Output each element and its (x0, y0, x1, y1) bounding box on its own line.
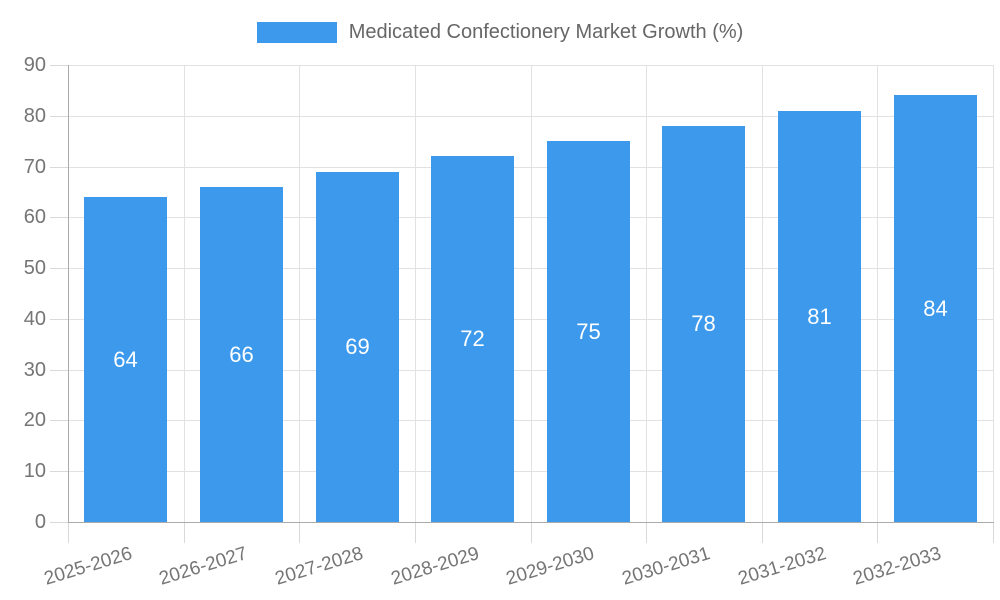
y-axis-tick (50, 217, 68, 218)
gridline-vertical (646, 65, 647, 522)
x-axis-line (68, 522, 994, 523)
x-tick-label: 2032-2033 (850, 543, 944, 590)
y-tick-label: 0 (34, 511, 46, 533)
gridline-horizontal (68, 318, 993, 320)
y-axis-tick (50, 471, 68, 472)
y-axis-tick (50, 420, 68, 421)
x-axis-tick (299, 523, 300, 543)
gridline-vertical (531, 65, 532, 522)
bar[interactable] (778, 111, 861, 522)
y-axis-tick (50, 268, 68, 269)
bar[interactable] (200, 187, 283, 522)
bar[interactable] (894, 95, 977, 522)
gridline-horizontal (68, 217, 993, 219)
x-axis-tick (646, 523, 647, 543)
gridline-horizontal (68, 115, 993, 117)
y-axis-tick (50, 522, 68, 523)
x-tick-label: 2029-2030 (503, 543, 597, 590)
x-axis-tick (877, 523, 878, 543)
y-axis-line (68, 65, 69, 522)
bar-value-label: 69 (345, 334, 370, 359)
gridline-vertical (299, 65, 300, 522)
bar[interactable] (431, 156, 514, 522)
bar-value-label: 78 (691, 311, 716, 336)
y-tick-label: 10 (23, 460, 46, 482)
x-tick-label: 2027-2028 (272, 543, 366, 590)
gridline-vertical (877, 65, 878, 522)
gridline-horizontal (68, 420, 993, 422)
y-tick-label: 70 (23, 156, 46, 178)
x-axis-tick (762, 523, 763, 543)
x-tick-label: 2025-2026 (41, 543, 135, 590)
y-axis-tick (50, 65, 68, 66)
gridline-vertical (184, 65, 185, 522)
x-axis-tick (531, 523, 532, 543)
y-axis-tick (50, 370, 68, 371)
y-tick-label: 40 (23, 308, 46, 330)
gridline-horizontal (68, 369, 993, 371)
x-tick-label: 2031-2032 (735, 543, 829, 590)
bar-value-label: 72 (460, 326, 485, 351)
gridline-vertical (415, 65, 416, 522)
x-axis-tick (993, 523, 994, 543)
bar[interactable] (316, 172, 399, 522)
y-tick-label: 30 (23, 359, 46, 381)
y-tick-label: 20 (23, 409, 46, 431)
gridline-vertical (993, 65, 994, 522)
gridline-vertical (762, 65, 763, 522)
x-tick-label: 2026-2027 (156, 543, 250, 590)
bar[interactable] (547, 141, 630, 522)
gridline-horizontal (68, 268, 993, 270)
legend: Medicated Confectionery Market Growth (%… (0, 21, 1000, 43)
y-axis-tick (50, 167, 68, 168)
x-tick-label: 2028-2029 (388, 543, 482, 590)
x-axis-tick (415, 523, 416, 543)
legend-label: Medicated Confectionery Market Growth (%… (348, 20, 744, 43)
y-tick-label: 60 (23, 206, 46, 228)
bar[interactable] (662, 126, 745, 522)
gridline-horizontal (68, 471, 993, 473)
bar-value-label: 75 (576, 319, 601, 344)
gridline-horizontal (68, 65, 993, 66)
x-axis-tick (68, 523, 69, 543)
legend-swatch (256, 21, 337, 43)
bar-value-label: 84 (923, 296, 948, 321)
bar-value-label: 66 (229, 342, 254, 367)
y-tick-label: 50 (23, 257, 46, 279)
x-axis-tick (184, 523, 185, 543)
bar-value-label: 64 (113, 347, 138, 372)
y-axis-tick (50, 319, 68, 320)
y-axis-tick (50, 116, 68, 117)
gridline-horizontal (68, 166, 993, 168)
legend-item[interactable]: Medicated Confectionery Market Growth (%… (256, 20, 744, 44)
y-tick-label: 90 (23, 54, 46, 76)
bar-value-label: 81 (807, 304, 832, 329)
bar[interactable] (84, 197, 167, 522)
x-tick-label: 2030-2031 (619, 543, 713, 590)
plot-area: 64 66 69 72 75 78 81 84 (68, 65, 994, 522)
y-tick-label: 80 (23, 105, 46, 127)
